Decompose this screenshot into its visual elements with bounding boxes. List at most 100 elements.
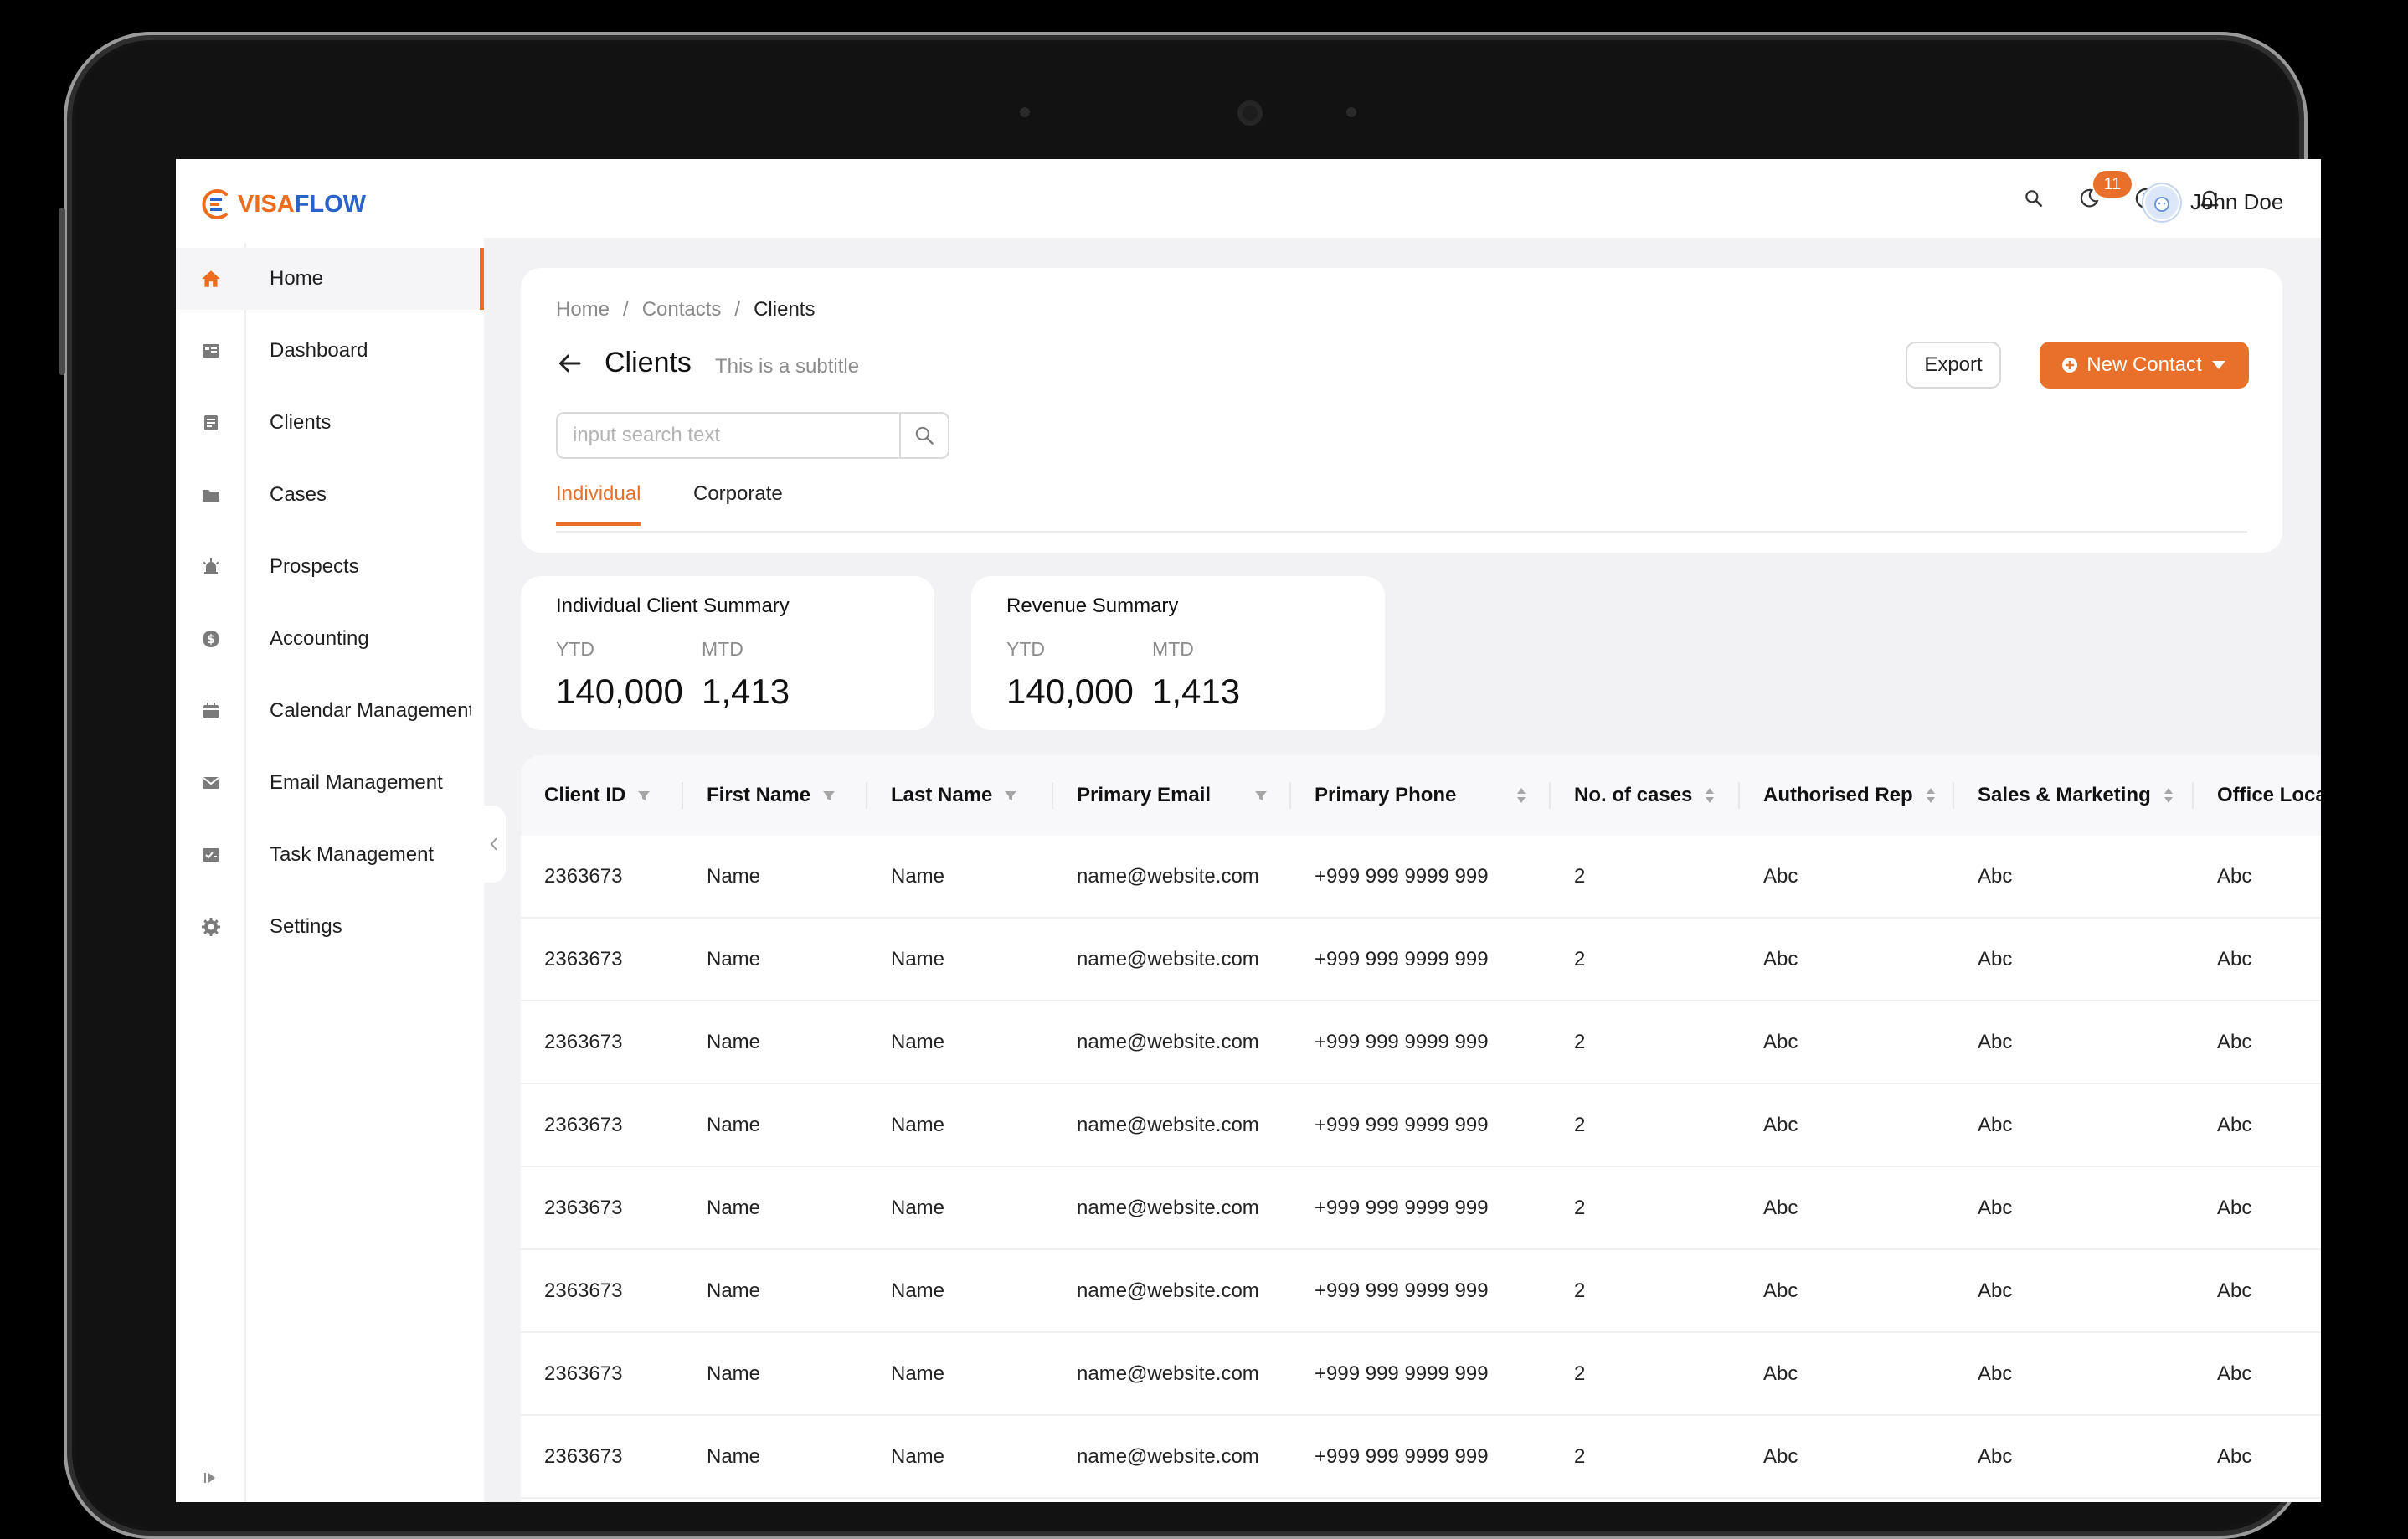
- sidebar-item-accounting[interactable]: $ Accounting: [176, 608, 484, 670]
- tab-corporate[interactable]: Corporate: [693, 482, 783, 505]
- ytd-value: 140,000: [556, 672, 683, 711]
- filter-icon[interactable]: [637, 790, 651, 801]
- filter-icon[interactable]: [1004, 790, 1017, 801]
- table-row[interactable]: 2363673 Name Name name@website.com +999 999 …: [521, 918, 2321, 1001]
- ytd-value: 140,000: [1006, 672, 1134, 711]
- filter-icon[interactable]: [1254, 790, 1268, 801]
- page-subtitle: This is a subtitle: [715, 355, 860, 378]
- expand-sidebar-icon[interactable]: [201, 1468, 221, 1492]
- column-header-primary-email[interactable]: Primary Email: [1053, 755, 1291, 836]
- sidebar: VISAFLOW Home Dashboard Clients: [176, 159, 484, 1502]
- summary-card-revenue: Revenue Summary YTD MTD 140,000 1,413: [971, 576, 1385, 730]
- search-icon: [915, 426, 934, 445]
- bell-icon[interactable]: [2195, 184, 2224, 213]
- app-logo[interactable]: VISAFLOW: [201, 188, 366, 221]
- breadcrumb-home[interactable]: Home: [556, 298, 610, 321]
- sidebar-item-dashboard[interactable]: Dashboard: [176, 320, 484, 382]
- sort-icon[interactable]: [1925, 786, 1937, 805]
- cell-last-name: Name: [867, 1083, 1053, 1167]
- export-button[interactable]: Export: [1906, 342, 2001, 389]
- cell-authorised-rep: Abc: [1740, 1415, 1954, 1499]
- column-header-authorised-rep[interactable]: Authorised Rep: [1740, 755, 1954, 836]
- cell-authorised-rep: Abc: [1740, 918, 1954, 1001]
- sidebar-item-clients[interactable]: Clients: [176, 392, 484, 454]
- cell-primary-email: name@website.com: [1053, 1166, 1291, 1250]
- cell-last-name: Name: [867, 1415, 1053, 1499]
- camera: [1237, 100, 1263, 126]
- column-header-first-name[interactable]: First Name: [683, 755, 867, 836]
- cell-first-name: Name: [683, 1332, 867, 1416]
- sidebar-item-home[interactable]: Home: [176, 248, 484, 310]
- tabs: Individual Corporate: [556, 477, 2247, 533]
- cell-authorised-rep: Abc: [1740, 1249, 1954, 1333]
- column-header-cases[interactable]: No. of cases: [1551, 755, 1740, 836]
- search-button[interactable]: [899, 414, 948, 457]
- cell-client-id: 2363673: [521, 1249, 683, 1333]
- avatar[interactable]: [2143, 184, 2180, 221]
- dark-mode-icon[interactable]: [2075, 184, 2103, 213]
- sidebar-item-cases[interactable]: Cases: [176, 464, 484, 526]
- column-header-primary-phone[interactable]: Primary Phone: [1291, 755, 1551, 836]
- tab-individual[interactable]: Individual: [556, 477, 641, 526]
- dashboard-icon: [199, 339, 223, 363]
- table-row[interactable]: 2363673 Name Name name@website.com +999 999 …: [521, 1166, 2321, 1250]
- breadcrumb-clients: Clients: [754, 298, 816, 321]
- table-header-row: Client ID First Name Last Name Primary E…: [521, 755, 2321, 836]
- sidebar-item-calendar[interactable]: Calendar Management: [176, 680, 484, 742]
- back-arrow-icon[interactable]: [554, 348, 584, 378]
- table-row[interactable]: 2363673 Name Name name@website.com +999 999 …: [521, 1332, 2321, 1416]
- sidebar-item-prospects[interactable]: Prospects: [176, 536, 484, 598]
- cell-cases: 2: [1551, 1083, 1740, 1167]
- cell-primary-email: name@website.com: [1053, 1083, 1291, 1167]
- breadcrumb-separator: /: [623, 298, 629, 321]
- user-name[interactable]: John Doe: [2190, 189, 2284, 214]
- sort-icon[interactable]: [1704, 786, 1716, 805]
- table-row[interactable]: 2363673 Name Name name@website.com +999 999 …: [521, 836, 2321, 919]
- sort-icon[interactable]: [2163, 786, 2174, 805]
- sort-icon[interactable]: [1515, 786, 1527, 805]
- cell-first-name: Name: [683, 836, 867, 919]
- cell-authorised-rep: Abc: [1740, 1166, 1954, 1250]
- sidebar-item-email[interactable]: Email Management: [176, 752, 484, 814]
- user-avatar-icon: [2147, 188, 2177, 218]
- table-row[interactable]: 2363673 Name Name name@website.com +999 999 …: [521, 1415, 2321, 1499]
- sidebar-item-label: Task Management: [270, 843, 435, 866]
- sidebar-item-label: Dashboard: [270, 339, 368, 362]
- cell-cases: 2: [1551, 1415, 1740, 1499]
- cell-sales-marketing: Abc: [1954, 1083, 2194, 1167]
- page-header-card: Home / Contacts / Clients Clients This i…: [521, 268, 2282, 553]
- search-input[interactable]: [558, 414, 903, 457]
- collapse-sidebar-button[interactable]: [482, 806, 506, 883]
- table-row[interactable]: 2363673 Name Name name@website.com +999 999 …: [521, 1083, 2321, 1167]
- table-row[interactable]: 2363673 Name Name name@website.com +999 999 …: [521, 1249, 2321, 1333]
- sidebar-item-tasks[interactable]: Task Management: [176, 824, 484, 886]
- sidebar-item-label: Accounting: [270, 627, 369, 650]
- cell-sales-marketing: Abc: [1954, 1001, 2194, 1084]
- table-row[interactable]: 2363673 Name Name name@website.com +999 999 …: [521, 1001, 2321, 1084]
- column-header-last-name[interactable]: Last Name: [867, 755, 1053, 836]
- page-title: Clients: [605, 347, 692, 378]
- cell-cases: 2: [1551, 1001, 1740, 1084]
- cell-sales-marketing: Abc: [1954, 918, 2194, 1001]
- mail-icon: [199, 771, 223, 795]
- mtd-label: MTD: [702, 638, 743, 660]
- plus-circle-icon: [2062, 358, 2078, 373]
- cell-client-id: 2363673: [521, 1415, 683, 1499]
- column-header-client-id[interactable]: Client ID: [521, 755, 683, 836]
- svg-text:$: $: [207, 633, 215, 646]
- cell-client-id: 2363673: [521, 1083, 683, 1167]
- search-icon[interactable]: [2020, 184, 2048, 213]
- sidebar-item-settings[interactable]: Settings: [176, 896, 484, 958]
- search-box: [556, 412, 949, 459]
- cell-cases: 2: [1551, 1249, 1740, 1333]
- filter-icon[interactable]: [822, 790, 836, 801]
- cell-first-name: Name: [683, 1249, 867, 1333]
- column-header-sales-marketing[interactable]: Sales & Marketing: [1954, 755, 2194, 836]
- column-header-office-location[interactable]: Office Loca: [2194, 755, 2321, 836]
- cell-office-location: Abc: [2194, 1083, 2321, 1167]
- new-contact-button[interactable]: New Contact: [2040, 342, 2249, 389]
- screen: VISAFLOW Home Dashboard Clients: [176, 159, 2321, 1502]
- cell-authorised-rep: Abc: [1740, 836, 1954, 919]
- breadcrumb-contacts[interactable]: Contacts: [641, 298, 722, 321]
- cell-sales-marketing: Abc: [1954, 1332, 2194, 1416]
